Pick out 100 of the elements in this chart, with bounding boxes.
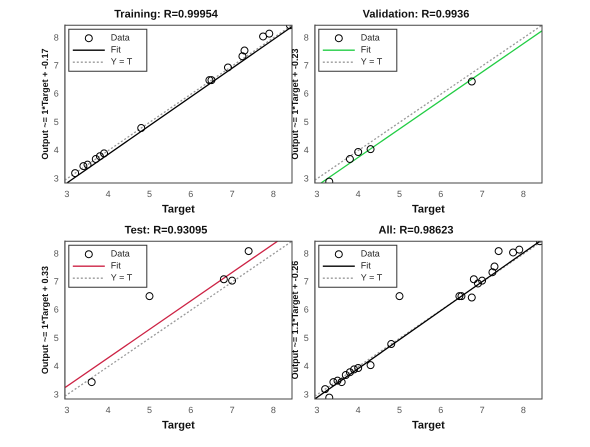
point [71, 169, 80, 178]
point [96, 152, 104, 160]
point [137, 124, 146, 132]
point [509, 248, 518, 256]
legend-label: Y = T [360, 272, 383, 283]
y-tick-label: 7 [304, 276, 309, 287]
point [88, 378, 96, 386]
y-tick-label: 5 [54, 332, 59, 343]
x-tick-label: 3 [64, 404, 70, 415]
point [468, 294, 476, 302]
point [224, 63, 232, 72]
x-tick-label: 3 [64, 188, 70, 199]
legend-label: Fit [360, 260, 372, 271]
x-tick-label: 5 [396, 188, 402, 199]
point [490, 262, 498, 271]
y-tick-label: 3 [304, 389, 309, 400]
point [457, 292, 466, 300]
point [145, 292, 154, 300]
y-tick-label: 5 [54, 116, 59, 127]
y-tick-label: 6 [54, 88, 59, 99]
y-tick-label: 4 [304, 361, 309, 372]
point [207, 76, 216, 84]
x-tick-label: 4 [356, 404, 361, 415]
x-tick-label: 6 [188, 188, 194, 199]
point [244, 247, 253, 256]
x-tick-label: 8 [520, 404, 526, 415]
x-tick-label: 5 [146, 404, 152, 415]
y-tick-label: 8 [304, 248, 309, 258]
point [515, 246, 524, 254]
x-tick-label: 5 [396, 404, 402, 415]
point [238, 52, 246, 60]
y-tick-label: 6 [304, 304, 309, 315]
point [488, 268, 496, 276]
point [84, 160, 92, 169]
y-tick-label: 4 [304, 145, 309, 156]
point [265, 30, 274, 38]
x-tick-label: 6 [438, 188, 444, 199]
y-tick-label: 5 [304, 116, 309, 127]
point [92, 155, 100, 164]
x-tick-label: 5 [146, 188, 152, 199]
x-tick-label: 6 [438, 404, 444, 415]
x-tick-label: 7 [480, 404, 485, 415]
x-tick-label: 4 [106, 188, 111, 199]
x-tick-label: 3 [314, 404, 320, 415]
legend-label: Y = T [110, 56, 133, 67]
point [395, 292, 404, 300]
x-tick-label: 4 [356, 188, 361, 199]
x-tick-label: 8 [520, 188, 526, 199]
y-tick-label: 6 [54, 304, 59, 315]
legend-label: Fit [360, 44, 372, 55]
point [346, 368, 354, 376]
point [387, 340, 396, 348]
y-tick-label: 4 [54, 145, 59, 156]
point [470, 275, 478, 284]
y-tick-label: 7 [304, 60, 309, 71]
y-tick-label: 3 [54, 389, 59, 400]
x-tick-label: 8 [270, 404, 276, 415]
legend-label: Data [360, 248, 380, 259]
point [338, 378, 346, 386]
y-tick-label: 8 [54, 32, 59, 42]
point [228, 276, 236, 285]
point [321, 385, 330, 394]
point [468, 78, 476, 86]
y-tick-label: 4 [54, 361, 59, 372]
point [354, 364, 362, 372]
point [334, 376, 342, 385]
y-tick-label: 6 [304, 88, 309, 99]
point [494, 247, 503, 256]
point [240, 46, 248, 55]
point [220, 275, 228, 284]
point [354, 148, 362, 156]
chart-title: Training: R=0.99954 [114, 8, 219, 21]
y-axis-title: Output ~= 1.1*Target + -0.26 [290, 260, 300, 380]
y-tick-label: 7 [54, 60, 59, 71]
legend-label: Y = T [360, 56, 383, 67]
x-tick-label: 7 [230, 188, 235, 199]
x-tick-label: 7 [480, 188, 485, 199]
point [455, 292, 464, 300]
point [366, 145, 375, 154]
chart-title: Test: R=0.93095 [124, 224, 208, 237]
y-tick-label: 3 [304, 173, 309, 184]
legend-label: Y = T [110, 272, 133, 283]
x-axis-title: Target [412, 419, 446, 432]
y-tick-label: 7 [54, 276, 59, 287]
point [350, 365, 358, 374]
legend-label: Fit [110, 260, 122, 271]
chart-title: All: R=0.98623 [378, 224, 454, 237]
y-axis-title: Output ~= 1*Target + -0.23 [290, 48, 300, 160]
legend-label: Fit [110, 44, 122, 55]
y-tick-label: 5 [304, 332, 309, 343]
point [474, 279, 482, 288]
point [100, 149, 108, 158]
y-tick-label: 8 [304, 32, 309, 42]
point [329, 378, 338, 386]
x-tick-label: 4 [106, 404, 111, 415]
point [79, 162, 88, 170]
x-tick-label: 6 [188, 404, 194, 415]
point [478, 276, 486, 285]
legend-label: Data [360, 32, 380, 43]
point [366, 361, 375, 370]
